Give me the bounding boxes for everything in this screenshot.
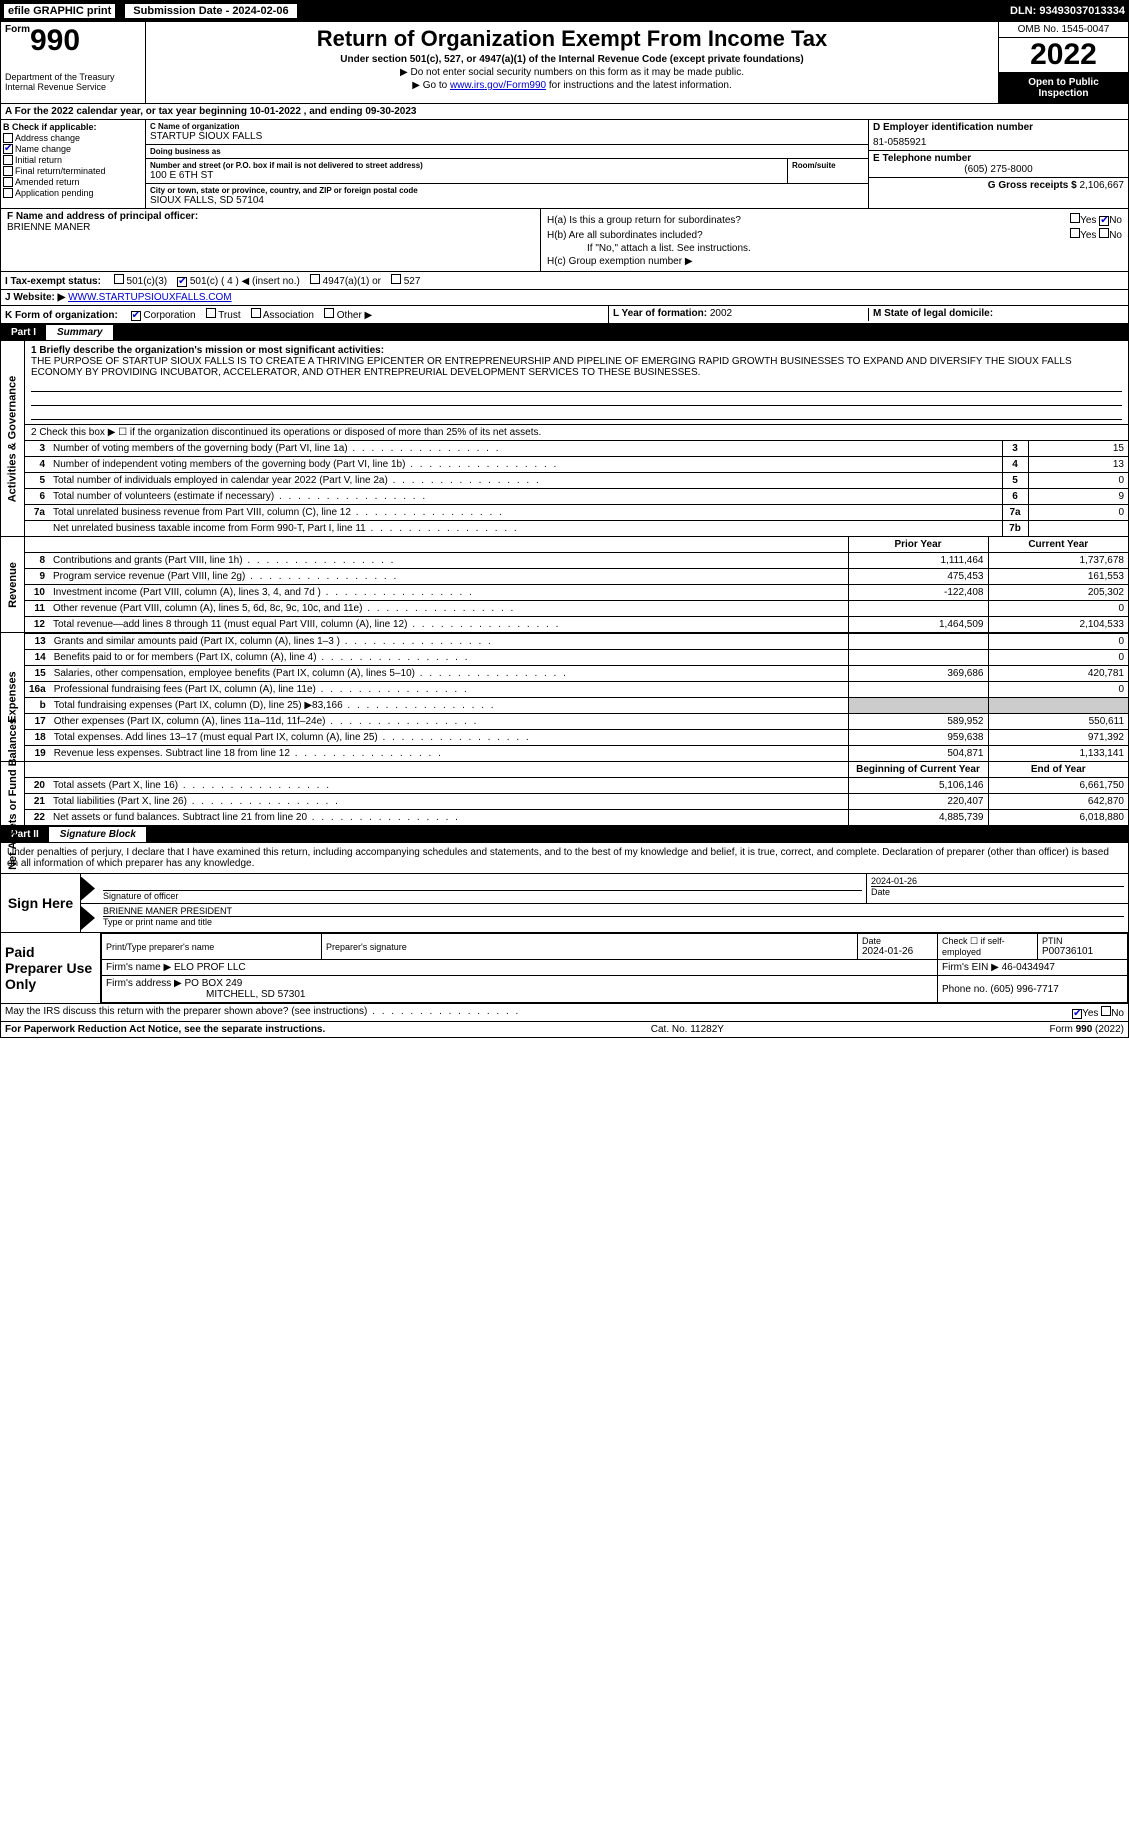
form-subtitle: Under section 501(c), 527, or 4947(a)(1)… <box>150 54 994 65</box>
form-note1: ▶ Do not enter social security numbers o… <box>150 67 994 78</box>
chk-initial-return[interactable]: Initial return <box>3 155 143 165</box>
arrow-icon <box>81 877 95 901</box>
arrow-icon <box>81 906 95 930</box>
footer: For Paperwork Reduction Act Notice, see … <box>0 1022 1129 1038</box>
form-number: Form990 <box>5 24 141 58</box>
org-city: SIOUX FALLS, SD 57104 <box>150 195 864 206</box>
gross-receipts: 2,106,667 <box>1080 180 1125 191</box>
submission-date: Submission Date - 2024-02-06 <box>125 4 296 18</box>
header-right: OMB No. 1545-0047 2022 Open to Public In… <box>998 22 1128 103</box>
mission-text: THE PURPOSE OF STARTUP SIOUX FALLS IS TO… <box>31 356 1122 378</box>
sign-here-block: Sign Here Signature of officer 2024-01-2… <box>0 874 1129 933</box>
fgh-row: F Name and address of principal officer:… <box>0 209 1129 272</box>
form-note2: ▶ Go to www.irs.gov/Form990 for instruct… <box>150 80 994 91</box>
part1-netassets: Net Assets or Fund Balances Beginning of… <box>0 762 1129 826</box>
governance-table: 3Number of voting members of the governi… <box>25 440 1128 536</box>
firm-phone: (605) 996-7717 <box>990 984 1058 995</box>
line-2: 2 Check this box ▶ ☐ if the organization… <box>25 424 1128 440</box>
netassets-table: Beginning of Current YearEnd of Year 20T… <box>25 762 1128 825</box>
col-cd: C Name of organization STARTUP SIOUX FAL… <box>146 120 868 208</box>
tax-year: 2022 <box>999 38 1128 73</box>
chk-app-pending[interactable]: Application pending <box>3 188 143 198</box>
org-street: 100 E 6TH ST <box>150 170 783 181</box>
efile-badge: efile GRAPHIC print <box>4 4 115 18</box>
header-mid: Return of Organization Exempt From Incom… <box>146 22 998 103</box>
principal-officer: BRIENNE MANER <box>7 222 534 233</box>
col-b-checkboxes: B Check if applicable: Address change Na… <box>1 120 146 208</box>
h-a: H(a) Is this a group return for subordin… <box>547 213 1122 226</box>
chk-address-change[interactable]: Address change <box>3 133 143 143</box>
penalties-text: Under penalties of perjury, I declare th… <box>0 843 1129 874</box>
dept-treasury: Department of the Treasury <box>5 72 141 82</box>
year-formation: 2002 <box>710 308 732 319</box>
dln: DLN: 93493037013334 <box>1010 5 1125 17</box>
header-left: Form990 Department of the Treasury Inter… <box>1 22 146 103</box>
ein: 81-0585921 <box>873 137 1124 148</box>
expenses-table: 13Grants and similar amounts paid (Part … <box>25 633 1128 761</box>
firm-ein: 46-0434947 <box>1002 962 1055 973</box>
omb-number: OMB No. 1545-0047 <box>999 22 1128 38</box>
topbar: efile GRAPHIC print Submission Date - 20… <box>0 0 1129 22</box>
mission-block: 1 Briefly describe the organization's mi… <box>25 341 1128 424</box>
part1-revenue: Revenue Prior YearCurrent Year 8Contribu… <box>0 537 1129 633</box>
row-a-taxyear: A For the 2022 calendar year, or tax yea… <box>0 104 1129 120</box>
org-name: STARTUP SIOUX FALLS <box>150 131 864 142</box>
open-public: Open to Public Inspection <box>999 73 1128 103</box>
ptin: P00736101 <box>1042 946 1123 957</box>
irs-link[interactable]: www.irs.gov/Form990 <box>450 80 546 91</box>
h-c: H(c) Group exemption number ▶ <box>547 256 1122 267</box>
main-grid: B Check if applicable: Address change Na… <box>0 120 1129 209</box>
sign-date: 2024-01-26 <box>871 876 1124 886</box>
part2-header: Part II Signature Block <box>0 826 1129 843</box>
prep-date: 2024-01-26 <box>862 946 933 957</box>
firm-name: ELO PROF LLC <box>174 962 246 973</box>
h-b: H(b) Are all subordinates included? Yes … <box>547 228 1122 241</box>
firm-addr1: PO BOX 249 <box>185 978 243 989</box>
chk-amended[interactable]: Amended return <box>3 177 143 187</box>
telephone: (605) 275-8000 <box>873 164 1124 175</box>
row-j: J Website: ▶ WWW.STARTUPSIOUXFALLS.COM <box>0 290 1129 306</box>
part1-header: Part I Summary <box>0 324 1129 341</box>
row-klm: K Form of organization: Corporation Trus… <box>0 306 1129 324</box>
signer-name: BRIENNE MANER PRESIDENT <box>103 906 1124 916</box>
col-right: D Employer identification number 81-0585… <box>868 120 1128 208</box>
preparer-table: Print/Type preparer's name Preparer's si… <box>101 933 1128 1003</box>
form-header: Form990 Department of the Treasury Inter… <box>0 22 1129 104</box>
discuss-row: May the IRS discuss this return with the… <box>0 1004 1129 1022</box>
form-title: Return of Organization Exempt From Incom… <box>150 26 994 52</box>
revenue-table: Prior YearCurrent Year 8Contributions an… <box>25 537 1128 632</box>
irs-label: Internal Revenue Service <box>5 82 141 92</box>
chk-final-return[interactable]: Final return/terminated <box>3 166 143 176</box>
firm-addr2: MITCHELL, SD 57301 <box>106 989 306 1000</box>
paid-preparer-block: Paid Preparer Use Only Print/Type prepar… <box>0 933 1129 1004</box>
part1-governance: Activities & Governance 1 Briefly descri… <box>0 341 1129 537</box>
row-i: I Tax-exempt status: 501(c)(3) 501(c) ( … <box>0 272 1129 290</box>
part1-expenses: Expenses 13Grants and similar amounts pa… <box>0 633 1129 762</box>
website-link[interactable]: WWW.STARTUPSIOUXFALLS.COM <box>68 292 232 303</box>
chk-name-change[interactable]: Name change <box>3 144 143 154</box>
